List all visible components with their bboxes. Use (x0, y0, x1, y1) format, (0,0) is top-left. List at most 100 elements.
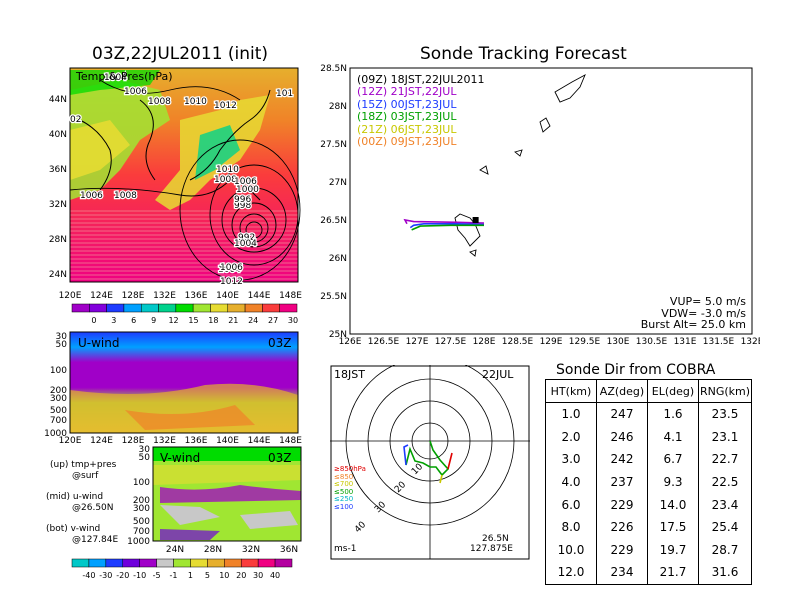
contour-label: 1006 (80, 191, 103, 201)
cell: 31.6 (698, 561, 752, 585)
table-row: 4.0 237 9.3 22.5 (545, 470, 752, 494)
lat-tick: 27N (329, 178, 347, 188)
wind-colorbar: -40 -30 -20 -10 -5 -1 1 5 10 20 30 40 (71, 558, 293, 580)
cell: 12.0 (545, 561, 597, 585)
cell: 23.4 (698, 493, 752, 516)
table-row: 10.0 229 19.7 28.7 (545, 538, 752, 562)
pressure-tick: 300 (50, 394, 67, 404)
lon-tick: 120E (59, 291, 82, 301)
polar-lat: 26.5N (482, 534, 509, 544)
cell: 23.5 (698, 402, 752, 426)
track-map: 28.5N 28N 27.5N 27N 26.5N 26N 25.5N 25N 126E 126… (320, 64, 760, 347)
contour-label: 1010 (184, 97, 207, 107)
colorbar-swatch (139, 558, 157, 568)
launch-point-marker (472, 217, 479, 223)
colorbar-tick: 9 (151, 316, 156, 325)
colorbar-tick: -10 (133, 571, 146, 580)
lat-tick: 32N (49, 200, 67, 210)
track-title: Sonde Tracking Forecast (420, 44, 627, 64)
pressure-tick: 200 (50, 386, 67, 396)
pressure-tick: 700 (50, 416, 67, 426)
v-wind-time: 03Z (268, 451, 292, 465)
lon-tick: 136E (185, 291, 208, 301)
table-header-row: HT(km) AZ(deg) EL(deg) RNG(km) (545, 379, 752, 403)
note-up: (up) tmp+pres (50, 460, 117, 470)
col-rng: RNG(km) (698, 379, 752, 403)
colorbar-swatch (123, 303, 142, 313)
cell: 19.7 (647, 538, 699, 562)
cell: 25.4 (698, 515, 752, 539)
colorbar-tick: 20 (236, 571, 246, 580)
pressure-tick: 50 (56, 340, 68, 350)
cell: 229 (596, 493, 648, 516)
contour-label: 1006 (234, 177, 257, 187)
col-az: AZ(deg) (596, 379, 648, 403)
cell: 1.6 (647, 402, 699, 426)
pressure-tick: 100 (133, 478, 150, 488)
lon-tick: 127.5E (435, 337, 467, 347)
level-0: ≥850hPa (334, 465, 366, 473)
cell: 242 (596, 448, 648, 471)
pressure-tick: 1000 (44, 429, 67, 439)
pressure-tick: 500 (133, 517, 150, 527)
contour-label: 1004 (104, 73, 127, 83)
lon-tick: 130E (607, 337, 630, 347)
cell: 246 (596, 425, 648, 449)
colorbar-swatch (105, 558, 124, 568)
cell: 21.7 (647, 561, 699, 585)
pressure-tick: 200 (133, 496, 150, 506)
lat-tick: 25.5N (320, 292, 347, 302)
map-overlay-label: Temp & Pres(hPa) (76, 70, 173, 83)
note-bot: (bot) v-wind (46, 524, 101, 534)
pressure-tick: 300 (133, 504, 150, 514)
lon-tick: 128E (473, 337, 496, 347)
contour-label: 1010 (216, 165, 239, 175)
colorbar-tick: 15 (188, 316, 198, 325)
legend-0: (09Z) 18JST,22JUL2011 (357, 73, 485, 86)
legend-2: (15Z) 00JST,23JUL (357, 97, 457, 111)
param-vup: VUP= 5.0 m/s (669, 295, 746, 308)
colorbar-swatch (175, 303, 194, 313)
cell: 3.0 (545, 448, 597, 471)
colorbar-swatch (262, 303, 280, 313)
colorbar-swatch (207, 558, 225, 568)
lat-tick: 26.5N (320, 216, 347, 226)
colorbar-swatch (190, 558, 208, 568)
legend-4: (21Z) 06JST,23JUL (357, 122, 457, 136)
cell: 9.3 (647, 470, 699, 494)
cell: 247 (596, 402, 648, 426)
colorbar-swatch (140, 303, 159, 313)
lon-tick: 144E (248, 291, 271, 301)
cell: 10.0 (545, 538, 597, 562)
cell: 28.7 (698, 538, 752, 562)
lat-tick: 40N (49, 130, 67, 140)
note-up-2: @surf (72, 471, 99, 481)
lon-tick: 124E (90, 291, 113, 301)
polar-date: 22JUL (482, 368, 514, 381)
polar-unit: ms-1 (334, 544, 357, 554)
contour-label: 996 (234, 195, 251, 205)
colorbar-swatch (240, 558, 259, 568)
cell: 8.0 (545, 515, 597, 539)
colorbar-tick: 30 (288, 316, 298, 325)
level-1: ≤850 (334, 472, 354, 481)
temperature-colorbar: 0 3 6 9 12 15 18 21 24 27 30 (71, 303, 298, 325)
colorbar-tick: 3 (111, 316, 116, 325)
contour-label: 1008 (148, 97, 171, 107)
lon-tick: 126E (339, 337, 362, 347)
lon-tick: 132E (153, 436, 176, 445)
colorbar-tick: 12 (168, 316, 178, 325)
sonde-track-line (403, 218, 485, 225)
note-mid-2: @26.50N (72, 503, 114, 513)
table-row: 3.0 242 6.7 22.7 (545, 448, 752, 471)
colorbar-swatch (257, 558, 276, 568)
cell: 14.0 (647, 493, 699, 516)
lat-tick: 32N (242, 545, 260, 555)
cell: 6.7 (647, 448, 699, 471)
colorbar-swatch (227, 303, 246, 313)
colorbar-tick: 0 (91, 316, 96, 325)
sonde-params: VUP= 5.0 m/s VDW= -3.0 m/s Burst Alt= 25… (636, 296, 746, 331)
contour-label: 1006 (124, 87, 147, 97)
table-row: 6.0 229 14.0 23.4 (545, 493, 752, 516)
